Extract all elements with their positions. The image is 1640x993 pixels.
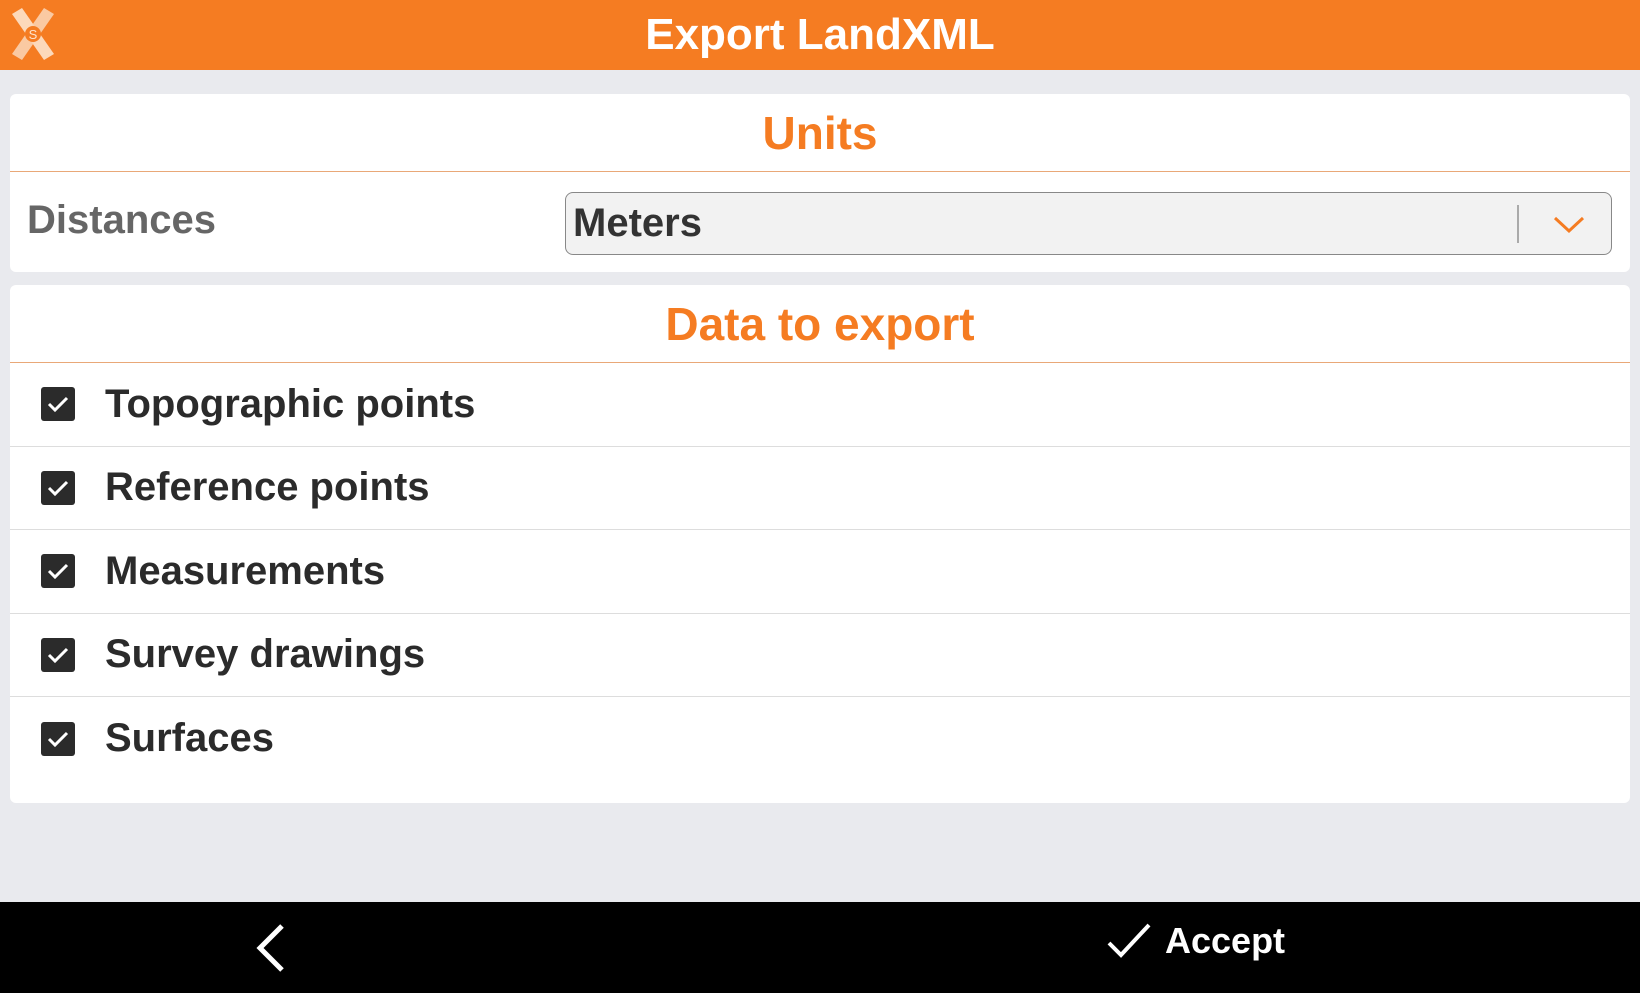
checkmark-icon <box>47 480 69 496</box>
checkmark-icon <box>47 731 69 747</box>
checkmark-icon <box>47 397 69 413</box>
distances-select[interactable]: Meters <box>565 192 1612 255</box>
export-option-row[interactable]: Surfaces <box>10 697 1630 781</box>
option-label: Surfaces <box>105 716 274 761</box>
units-title: Units <box>10 94 1630 172</box>
chevron-down-icon <box>1553 216 1585 233</box>
export-option-row[interactable]: Survey drawings <box>10 614 1630 697</box>
checkmark-icon <box>47 564 69 580</box>
checkbox[interactable] <box>41 387 75 422</box>
checkbox[interactable] <box>41 637 75 672</box>
accept-button[interactable]: Accept <box>1105 920 1285 962</box>
units-panel: Units Distances Meters <box>10 94 1630 272</box>
checkbox[interactable] <box>41 721 75 756</box>
bottom-bar: Accept <box>0 902 1640 993</box>
app-header: S Export LandXML <box>0 0 1640 70</box>
select-divider <box>1517 204 1519 243</box>
data-export-title: Data to export <box>10 285 1630 363</box>
checkbox[interactable] <box>41 470 75 505</box>
option-label: Topographic points <box>105 381 476 426</box>
export-option-row[interactable]: Measurements <box>10 530 1630 614</box>
checkbox[interactable] <box>41 554 75 589</box>
option-label: Reference points <box>105 465 430 510</box>
back-button[interactable] <box>250 922 290 974</box>
distances-label: Distances <box>27 198 216 242</box>
option-label: Survey drawings <box>105 632 426 677</box>
accept-label: Accept <box>1165 920 1286 961</box>
data-export-panel: Data to export Topographic points Referen… <box>10 285 1630 803</box>
export-option-row[interactable]: Topographic points <box>10 363 1630 447</box>
page-title: Export LandXML <box>645 10 995 59</box>
option-label: Measurements <box>105 548 386 593</box>
check-icon <box>1107 923 1151 958</box>
svg-text:S: S <box>29 27 38 42</box>
export-option-row[interactable]: Reference points <box>10 447 1630 530</box>
checkmark-icon <box>47 647 69 663</box>
distances-value: Meters <box>573 201 702 245</box>
app-logo-icon: S <box>12 8 54 60</box>
